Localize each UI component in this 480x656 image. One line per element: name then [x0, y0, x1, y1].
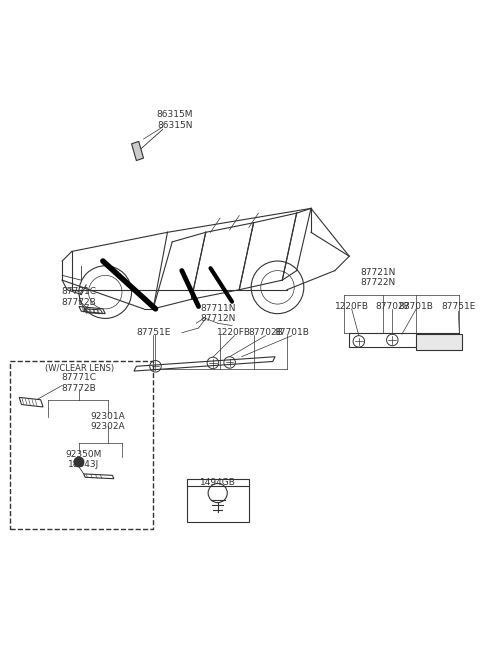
Text: 87751E: 87751E — [441, 302, 476, 311]
Text: 87751E: 87751E — [136, 328, 170, 337]
Text: 1494GB: 1494GB — [200, 478, 236, 487]
Text: 92350M
18643J: 92350M 18643J — [66, 450, 102, 469]
Text: 1220FB: 1220FB — [217, 328, 252, 337]
Polygon shape — [132, 142, 144, 161]
Text: 1220FB: 1220FB — [335, 302, 369, 311]
Text: 87702B: 87702B — [248, 328, 283, 337]
Bar — [187, 479, 249, 522]
Text: 87701B: 87701B — [275, 328, 309, 337]
Polygon shape — [416, 334, 462, 350]
Text: 87771C
87772B: 87771C 87772B — [61, 373, 96, 393]
Text: 86315M
86315N: 86315M 86315N — [156, 110, 193, 130]
Text: 87702B: 87702B — [375, 302, 410, 311]
Text: 87771C
87772B: 87771C 87772B — [61, 287, 96, 306]
Text: 92301A
92302A: 92301A 92302A — [90, 411, 125, 431]
Circle shape — [74, 457, 84, 467]
Text: 87721N
87722N: 87721N 87722N — [360, 268, 396, 287]
Text: 87701B: 87701B — [399, 302, 433, 311]
Text: 87711N
87712N: 87711N 87712N — [200, 304, 235, 323]
Text: (W/CLEAR LENS): (W/CLEAR LENS) — [46, 364, 115, 373]
